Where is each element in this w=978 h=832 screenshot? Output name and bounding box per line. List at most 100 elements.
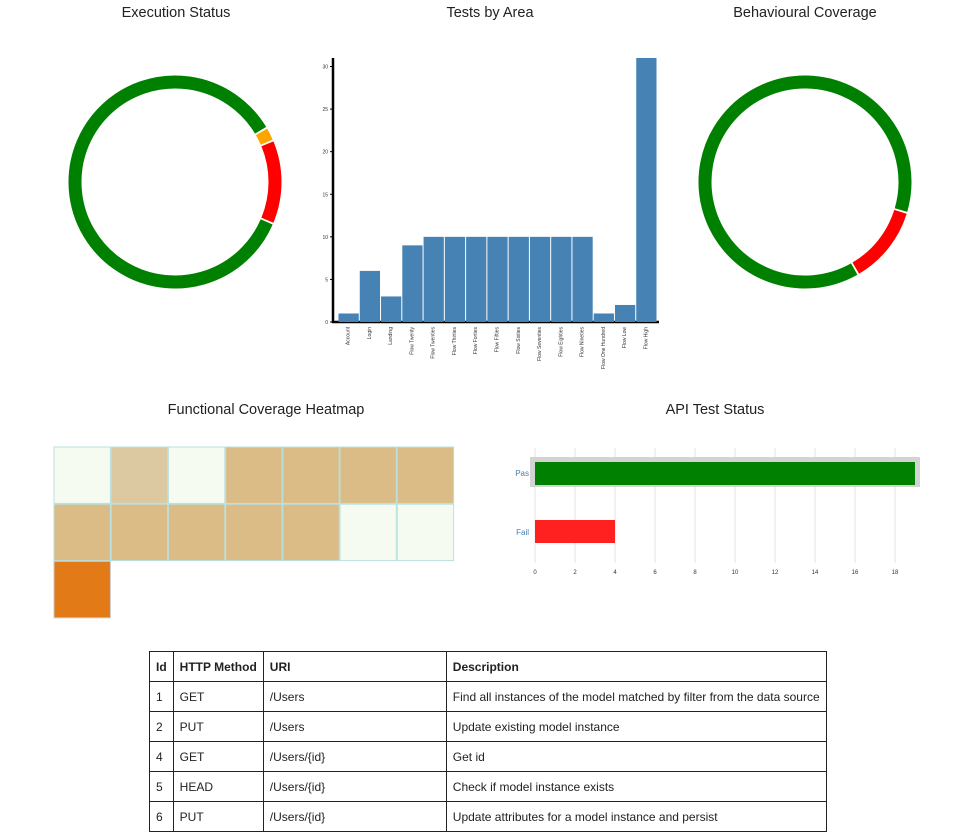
api-endpoints-table: Id HTTP Method URI Description 1 GET /Us… [149, 651, 827, 832]
area-y-tick-label: 30 [322, 65, 328, 71]
table-row: 6 PUT /Users/{id} Update attributes for … [149, 801, 827, 832]
execution-status-slice-2 [261, 141, 282, 223]
header-description: Description [445, 651, 827, 682]
cell-id: 1 [149, 681, 174, 712]
area-bar [359, 270, 381, 322]
behavioural-coverage-slice-0 [698, 75, 912, 289]
header-http-method: HTTP Method [172, 651, 264, 682]
area-bar [466, 236, 487, 322]
heatmap-cell [396, 503, 455, 562]
cell-description: Update attributes for a model instance a… [445, 801, 827, 832]
area-x-tick-label: Flow Eighties [558, 327, 564, 357]
area-bar [423, 236, 444, 322]
cell-uri: /Users [262, 711, 447, 742]
area-bar [593, 313, 614, 322]
area-x-tick-label: Flow High [643, 327, 649, 349]
heatmap-cell [110, 446, 169, 504]
area-x-tick-label: Flow Twenty [409, 327, 415, 355]
area-bar [529, 236, 551, 322]
api-x-tick-label: 4 [613, 570, 617, 576]
execution-status-slice-0 [68, 75, 273, 289]
execution-status-title: Execution Status [121, 5, 231, 21]
area-x-tick-label: Flow One Hundred [601, 327, 607, 369]
area-bar [444, 236, 466, 322]
heatmap-cell [225, 503, 283, 562]
area-y-tick-label: 0 [325, 320, 328, 326]
heatmap-cell [396, 446, 455, 504]
cell-method: GET [172, 681, 264, 712]
area-bar [614, 304, 636, 322]
cell-description: Update existing model instance [445, 711, 827, 742]
api-x-tick-label: 12 [772, 570, 779, 576]
api-bar-fail [535, 520, 615, 543]
area-bar [636, 58, 657, 322]
heatmap-cell [339, 446, 397, 504]
tests-by-area-chart: 0 5 10 15 20 25 30 Account Login Landing Flow Twen… [322, 58, 659, 369]
cell-description: Get id [445, 741, 827, 772]
api-x-tick-label: 8 [693, 570, 697, 576]
area-y-tick-label: 20 [322, 150, 328, 156]
heatmap-cell [339, 503, 397, 562]
heatmap-cell [167, 503, 226, 562]
area-x-tick-label: Account [346, 326, 352, 345]
api-status-title: API Test Status [665, 402, 765, 418]
api-x-tick-label: 10 [732, 570, 739, 576]
area-x-tick-label: Flow Seventies [537, 327, 543, 361]
area-x-tick-label: Flow Forties [473, 327, 479, 355]
area-bar [402, 245, 423, 322]
area-x-tick-label: Flow Sixties [516, 327, 522, 354]
cell-method: HEAD [172, 771, 264, 802]
behavioural-coverage-slice-1 [852, 209, 907, 274]
cell-id: 2 [149, 711, 174, 742]
area-bar [487, 236, 508, 322]
cell-id: 6 [149, 801, 174, 832]
area-y-tick-label: 5 [325, 277, 328, 283]
area-x-tick-label: Flow Thirties [452, 327, 458, 356]
api-x-tick-label: 18 [892, 570, 899, 576]
cell-description: Find all instances of the model matched … [445, 681, 827, 712]
table-row: 2 PUT /Users Update existing model insta… [149, 711, 827, 742]
functional-coverage-heatmap [53, 446, 455, 619]
heatmap-cell [167, 446, 226, 504]
table-row: 5 HEAD /Users/{id} Check if model instan… [149, 771, 827, 802]
api-category-label: Pas [515, 469, 529, 478]
area-x-tick-label: Landing [388, 327, 394, 345]
area-x-tick-label: Flow Low [622, 327, 628, 349]
heatmap-cell [110, 503, 169, 562]
heatmap-cell [282, 503, 340, 562]
cell-uri: /Users [262, 681, 447, 712]
api-bar-pass [535, 462, 915, 485]
table-row: 1 GET /Users Find all instances of the m… [149, 681, 827, 712]
area-bar [381, 296, 402, 322]
area-bar [338, 313, 359, 322]
cell-description: Check if model instance exists [445, 771, 827, 802]
cell-method: GET [172, 741, 264, 772]
area-x-tick-label: Flow Fifties [495, 327, 501, 353]
cell-uri: /Users/{id} [262, 741, 447, 772]
api-x-tick-label: 0 [533, 570, 537, 576]
header-id: Id [149, 651, 174, 682]
api-test-status-chart: 0 2 4 6 8 10 12 14 16 18 Pas Fail [515, 448, 920, 576]
heatmap-cell [53, 560, 111, 619]
area-bar [572, 236, 593, 322]
heatmap-title: Functional Coverage Heatmap [167, 402, 365, 418]
area-y-tick-label: 10 [322, 235, 328, 241]
api-category-label: Fail [516, 528, 529, 537]
area-y-tick-label: 15 [322, 192, 328, 198]
cell-uri: /Users/{id} [262, 801, 447, 832]
cell-method: PUT [172, 801, 264, 832]
heatmap-cell [282, 446, 340, 504]
cell-id: 4 [149, 741, 174, 772]
api-x-tick-label: 16 [852, 570, 859, 576]
area-x-tick-label: Login [367, 327, 373, 339]
area-bar [508, 236, 529, 322]
cell-method: PUT [172, 711, 264, 742]
table-row: 4 GET /Users/{id} Get id [149, 741, 827, 772]
heatmap-cell [225, 446, 283, 504]
header-uri: URI [262, 651, 447, 682]
area-y-tick-label: 25 [322, 107, 328, 113]
execution-status-slice-1 [255, 128, 273, 145]
area-bar [551, 236, 572, 322]
api-x-tick-label: 6 [653, 570, 657, 576]
area-x-tick-label: Flow Twenties [431, 327, 437, 359]
